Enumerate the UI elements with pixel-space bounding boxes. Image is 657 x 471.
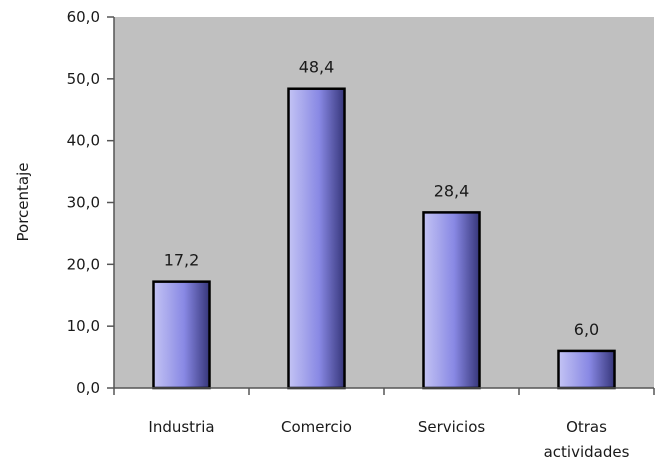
y-tick-label-7: 60,0	[67, 8, 100, 26]
bar-4	[557, 349, 616, 390]
y-tick-label-6: 50,0	[67, 70, 100, 88]
bars	[152, 87, 616, 390]
y-tick-label-3: 20,0	[67, 255, 100, 273]
y-tick-label-2: 10,0	[67, 317, 100, 335]
data-label-3: 28,4	[434, 181, 470, 200]
y-axis-title: Porcentaje	[14, 163, 32, 242]
x-tick-label-3: Servicios	[418, 418, 486, 436]
bar-3	[422, 211, 481, 390]
labels: 17,2 Industria 48,4 Comercio 28,4 Servicios 6,…	[67, 8, 630, 461]
data-label-1: 17,2	[164, 251, 200, 270]
x-tick-label-2: Comercio	[281, 418, 352, 436]
x-tick-label-4: Otras actividades	[544, 418, 630, 461]
y-tick-label-1: 0,0	[76, 379, 100, 397]
axes	[107, 16, 655, 395]
y-tick-label-4: 30,0	[67, 194, 100, 212]
data-label-4: 6,0	[574, 320, 599, 339]
y-tick-label-5: 40,0	[67, 132, 100, 150]
x-tick-label-1: Industria	[148, 418, 214, 436]
bar-2	[287, 87, 346, 390]
data-label-2: 48,4	[299, 58, 335, 77]
bar-1	[152, 280, 211, 390]
